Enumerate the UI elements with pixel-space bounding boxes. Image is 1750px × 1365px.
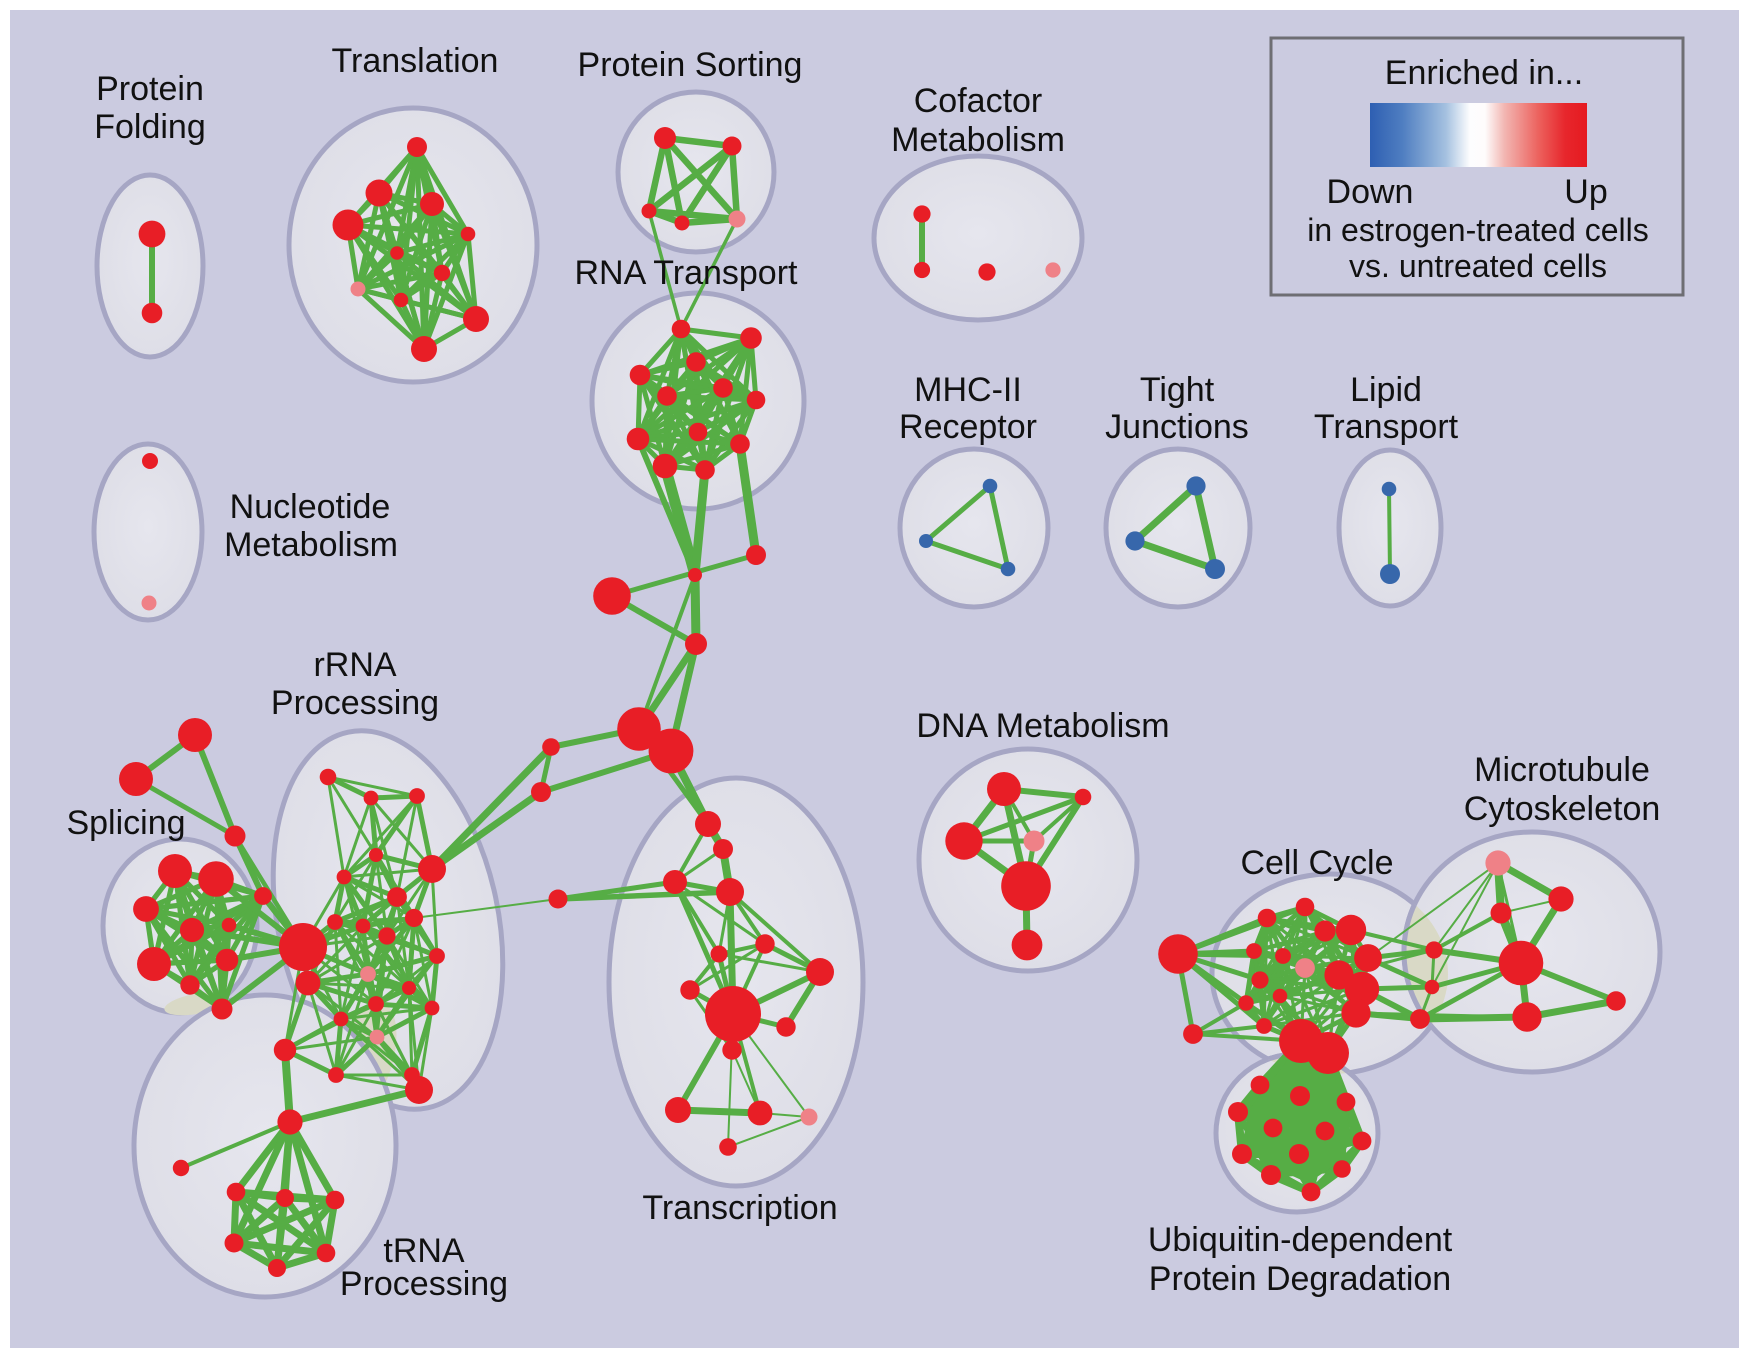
svg-text:Cofactor: Cofactor <box>914 82 1043 120</box>
svg-text:vs. untreated cells: vs. untreated cells <box>1349 248 1607 284</box>
svg-text:Transport: Transport <box>1314 408 1459 446</box>
svg-text:Protein: Protein <box>96 70 204 108</box>
svg-text:Translation: Translation <box>332 42 499 80</box>
svg-text:Folding: Folding <box>94 108 206 146</box>
svg-text:RNA Transport: RNA Transport <box>575 254 799 292</box>
svg-text:Transcription: Transcription <box>642 1189 837 1227</box>
svg-text:Down: Down <box>1327 173 1414 211</box>
svg-text:Microtubule: Microtubule <box>1474 751 1650 789</box>
svg-text:DNA Metabolism: DNA Metabolism <box>916 707 1169 745</box>
svg-text:Receptor: Receptor <box>899 408 1037 446</box>
svg-text:Splicing: Splicing <box>66 804 185 842</box>
svg-text:Cell Cycle: Cell Cycle <box>1240 844 1393 882</box>
svg-text:Up: Up <box>1564 173 1607 211</box>
svg-text:Processing: Processing <box>340 1265 508 1303</box>
svg-text:Protein Sorting: Protein Sorting <box>578 46 803 84</box>
svg-text:in estrogen-treated cells: in estrogen-treated cells <box>1307 212 1649 248</box>
svg-text:Protein Degradation: Protein Degradation <box>1149 1260 1451 1298</box>
svg-text:Lipid: Lipid <box>1350 371 1422 409</box>
svg-text:Nucleotide: Nucleotide <box>230 488 391 526</box>
svg-text:Cytoskeleton: Cytoskeleton <box>1464 790 1661 828</box>
svg-text:Tight: Tight <box>1140 371 1215 409</box>
svg-text:Junctions: Junctions <box>1105 408 1249 446</box>
svg-text:Enriched in...: Enriched in... <box>1385 54 1583 92</box>
svg-text:Metabolism: Metabolism <box>224 526 398 564</box>
svg-text:Ubiquitin-dependent: Ubiquitin-dependent <box>1148 1221 1453 1259</box>
svg-text:Processing: Processing <box>271 684 439 722</box>
svg-text:rRNA: rRNA <box>313 646 396 684</box>
svg-text:tRNA: tRNA <box>383 1232 465 1270</box>
svg-text:MHC-II: MHC-II <box>914 371 1022 409</box>
svg-text:Metabolism: Metabolism <box>891 121 1065 159</box>
